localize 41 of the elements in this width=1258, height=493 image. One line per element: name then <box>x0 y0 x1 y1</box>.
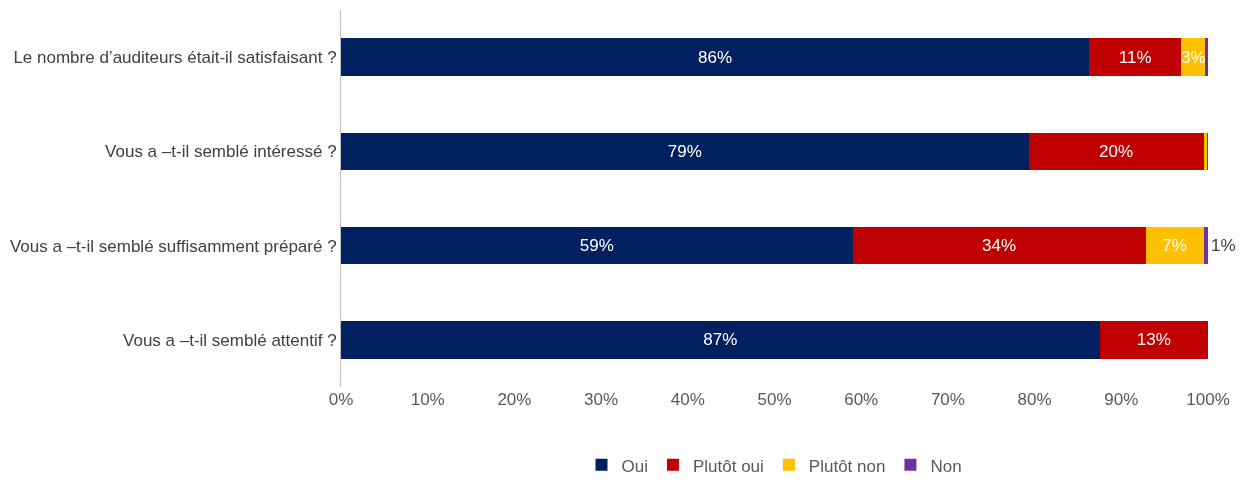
data-label: 3% <box>1180 47 1206 67</box>
data-label: 59% <box>579 236 614 256</box>
x-tick-label: 50% <box>757 390 792 409</box>
y-tick-label: Le nombre d’auditeurs était-il satisfaisant ? <box>13 48 337 68</box>
data-label: 1% <box>1211 236 1236 256</box>
bar <box>1205 38 1208 76</box>
y-tick-label: Vous a –t-il semblé intéressé ? <box>105 142 337 162</box>
bar <box>1028 132 1204 171</box>
x-tick-label: 10% <box>410 390 445 409</box>
x-tick-label: 30% <box>584 390 619 409</box>
x-tick-label: 80% <box>1017 390 1052 409</box>
bar <box>852 226 1146 265</box>
bar <box>1089 38 1182 76</box>
x-tick-label: 100% <box>1186 390 1230 409</box>
bar <box>1099 321 1208 359</box>
legend-label: Non <box>930 456 962 476</box>
data-label: 20% <box>1099 141 1134 161</box>
legend-label: Plutôt oui <box>692 456 764 476</box>
x-tick-label: 90% <box>1104 390 1139 409</box>
data-label: 87% <box>703 330 738 350</box>
data-label: 11% <box>1118 47 1152 67</box>
legend-label: Oui <box>621 456 648 476</box>
x-tick-label: 70% <box>930 390 965 409</box>
data-label: 86% <box>698 47 733 67</box>
x-tick-label: 40% <box>670 390 705 409</box>
bar <box>341 38 1090 76</box>
legend-label: Plutôt non <box>808 456 886 476</box>
bar <box>1203 226 1208 265</box>
y-tick-label: Vous a –t-il semblé suffisamment préparé ? <box>9 236 337 256</box>
data-label: 79% <box>667 141 702 161</box>
bar <box>341 321 1100 359</box>
bar <box>341 132 1029 171</box>
x-tick-label: 60% <box>844 390 879 409</box>
bar <box>341 226 853 265</box>
data-label: 13% <box>1136 330 1171 350</box>
data-label: 7% <box>1162 236 1187 256</box>
data-label: 34% <box>982 236 1017 256</box>
x-tick-label: 0% <box>328 390 354 409</box>
x-tick-label: 20% <box>497 390 532 409</box>
bar <box>1145 226 1204 265</box>
y-tick-label: Vous a –t-il semblé attentif ? <box>123 330 337 350</box>
